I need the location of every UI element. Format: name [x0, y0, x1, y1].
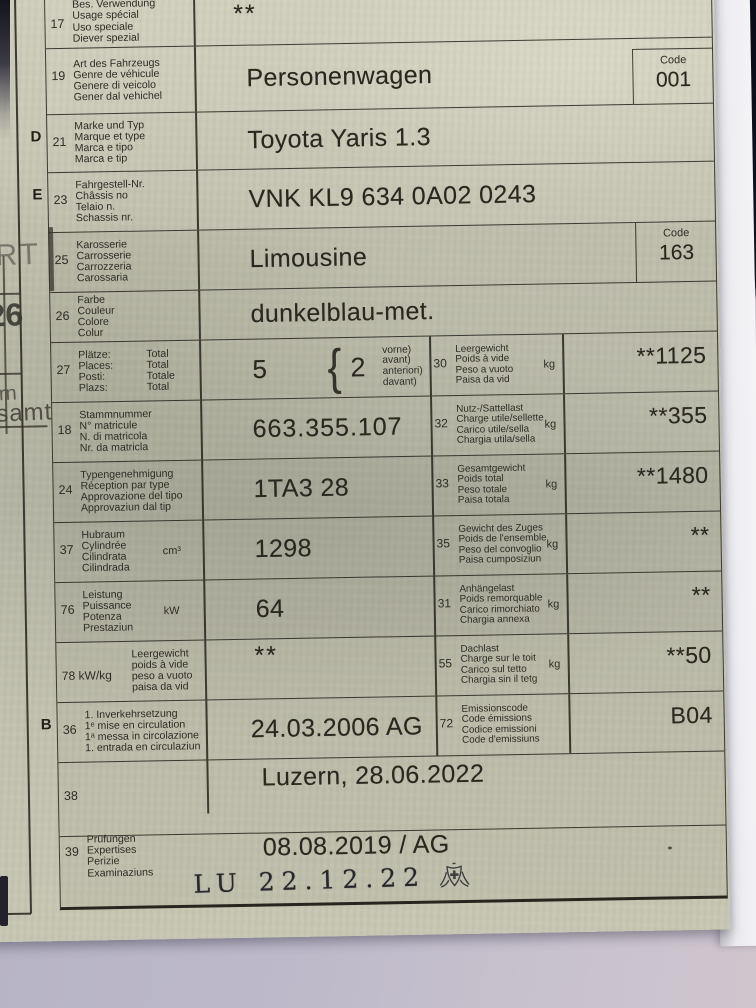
field-labels: Marke und Typ Marque et type Marca e tip… — [74, 118, 146, 166]
field-value-payload: **355 — [648, 401, 708, 429]
field-value: ** — [233, 0, 258, 28]
margin-line-2 — [0, 372, 22, 376]
field-labels: Leistung Puissance Potenza Prestaziun — [82, 588, 134, 635]
section-letter-d: D — [30, 128, 42, 146]
field-labels: Typengenehmigung Réception par type Appr… — [80, 467, 183, 515]
margin-stamp-fragment: ERT — [0, 237, 42, 274]
field-value-registry-number: 663.355.107 — [252, 412, 403, 443]
field-value-colour: dunkelblau-met. — [250, 296, 435, 328]
field-value-body-type: Limousine — [249, 242, 368, 273]
field-value-inspection-date: 08.08.2019 / AG — [262, 830, 450, 862]
field-value-train-weight: ** — [690, 521, 710, 549]
field-number: 36 — [62, 722, 77, 738]
field-labels: Farbe Couleur Colore Colur — [77, 293, 115, 340]
unit-label: kg — [546, 537, 559, 551]
field-value-roof-load: **50 — [666, 641, 712, 669]
field-number: 17 — [50, 16, 65, 32]
section-letter-b: B — [40, 716, 52, 734]
field-number: 19 — [51, 68, 66, 84]
stamp-ink-mark — [48, 227, 54, 292]
code-cell: Code 001 — [631, 47, 714, 104]
field-value-issue-place-date: Luzern, 28.06.2022 — [261, 759, 485, 792]
ink-speck — [667, 846, 672, 850]
field-number: 25 — [54, 252, 69, 268]
field-labels: Gesamtgewicht Poids total Peso totale Pa… — [457, 462, 526, 507]
field-number: 26 — [55, 308, 70, 324]
code-cell: Code 163 — [635, 221, 718, 282]
field-number: 55 — [438, 656, 453, 671]
unit-label: kg — [548, 657, 561, 671]
field-number: 18 — [57, 422, 72, 438]
front-seat-labels: vorne) avant) anteriori) davant) — [382, 343, 423, 388]
field-row-38: 38 Luzern, 28.06.2022 — [58, 751, 726, 838]
field-number: 38 — [63, 788, 78, 804]
unit-label: kg — [547, 597, 560, 611]
field-number: 35 — [436, 536, 451, 551]
field-value-power: 64 — [255, 594, 285, 623]
unit-label: kg — [543, 357, 556, 371]
field-value-emission-code: B04 — [670, 701, 713, 729]
field-number: 32 — [434, 416, 448, 431]
field-value-seats-total: 5 — [252, 353, 268, 384]
section-letter-e: E — [32, 186, 43, 204]
unit-label: cm³ — [162, 544, 182, 557]
field-value-chassis-number: VNK KL9 634 0A02 0243 — [248, 179, 537, 213]
unit-label: kg — [545, 477, 558, 491]
registration-table: 17 Bes. Verwendung Usage spécial Uso spe… — [30, 0, 728, 911]
field-value-power-to-weight: ** — [254, 641, 279, 670]
field-number: 27 — [56, 362, 71, 378]
field-labels: Leergewicht Poids à vide Peso a vuoto Pa… — [455, 342, 514, 387]
margin-stamp-fragment: rsamt — [0, 398, 53, 429]
unit-label: kW — [163, 604, 180, 617]
photo-edge-mark-bottom — [0, 876, 8, 926]
registration-document: ERT 26 rn rsamt 17 Bes. Verwendung Usage… — [0, 0, 731, 943]
field-labels: Fahrgestell-Nr. Châssis no Telaio n. Sch… — [75, 177, 145, 225]
field-number: 37 — [59, 542, 74, 558]
field-row-39: 39 Prüfungen Expertises Perizie Examinaz… — [59, 825, 727, 911]
field-number: 33 — [435, 476, 450, 491]
field-labels: Emissionscode Code émissions Codice emis… — [461, 702, 540, 747]
brace-glyph: { — [326, 338, 342, 395]
field-labels: Nutz-/Sattellast Charge utile/sellette C… — [456, 402, 544, 447]
field-number: 21 — [52, 134, 67, 150]
photo-edge-mark-top — [0, 0, 10, 140]
field-number: 39 — [64, 844, 79, 860]
field-value-first-registration: 24.03.2006 AG — [250, 711, 424, 743]
field-value-type-approval: 1TA3 28 — [253, 472, 350, 503]
field-value-make-model: Toyota Yaris 1.3 — [247, 122, 432, 154]
field-labels: 1. Inverkehrsetzung 1ᵉ mise en circulati… — [84, 707, 201, 755]
field-value-vehicle-type: Personenwagen — [246, 60, 433, 92]
field-labels: Plätze: Places: Posti: Plazs: — [78, 348, 114, 395]
field-number: 23 — [53, 192, 68, 208]
field-number: 78 kW/kg — [61, 668, 113, 684]
field-labels: Prüfungen Expertises Perizie Examinaziun… — [86, 832, 154, 880]
field-value-unladen-weight: **1125 — [636, 341, 707, 369]
field-labels: Karosserie Carrosserie Carrozzeria Caros… — [76, 237, 132, 285]
field-value-towing-weight: ** — [691, 581, 711, 609]
field-value-seats-front: 2 — [350, 351, 366, 382]
unit-label: kg — [544, 417, 557, 431]
field-labels: Anhängelast Poids remorquable Carico rim… — [459, 582, 543, 627]
field-labels: Dachlast Charge sur le toit Carico sul t… — [460, 642, 538, 687]
field-number: 72 — [439, 716, 454, 731]
field-value-displacement: 1298 — [254, 533, 313, 563]
field-value-total-weight: **1480 — [636, 461, 709, 489]
field-labels-total: Total Total Totale Total — [146, 347, 176, 394]
swiss-cross-seal-icon — [439, 862, 469, 888]
inspection-stamp: LU 22.12.22 — [193, 861, 472, 899]
field-labels: Bes. Verwendung Usage spécial Uso specia… — [72, 0, 156, 45]
field-number: 31 — [437, 596, 452, 611]
field-labels: Gewicht des Zuges Poids de l'ensemble Pe… — [458, 521, 547, 567]
field-number: 30 — [433, 356, 447, 371]
field-labels: Hubraum Cylindrée Cilindrata Cilindrada — [81, 527, 130, 575]
field-row-19: 19 Art des Fahrzeugs Genre de véhicule G… — [45, 37, 714, 116]
field-labels: Leergewicht poids à vide peso a vuoto pa… — [131, 646, 193, 694]
margin-stamp-fragment: 26 — [0, 296, 25, 334]
field-labels: Stammnummer N° matricule N. di matricola… — [79, 407, 152, 455]
field-labels: Art des Fahrzeugs Genre de véhicule Gene… — [73, 56, 163, 104]
field-number: 76 — [60, 602, 75, 618]
field-number: 24 — [58, 482, 73, 498]
stamp-date-text: LU 22.12.22 — [193, 862, 427, 899]
